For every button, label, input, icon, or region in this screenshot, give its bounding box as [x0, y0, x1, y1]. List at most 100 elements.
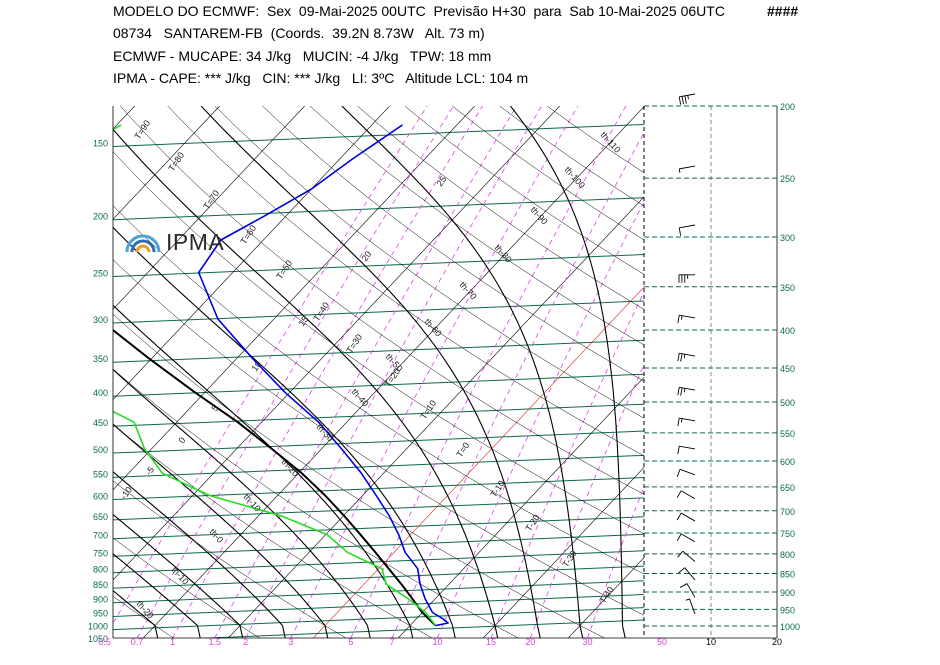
wind-level-label: 900: [780, 588, 795, 598]
wind-barb: [678, 567, 696, 581]
moist-adiabat-label: 15: [296, 314, 310, 328]
wind-level-label: 1000: [780, 622, 800, 632]
isotherm-line: [653, 106, 940, 638]
dry-adiabat-line: [167, 106, 644, 457]
wind-barb-staff: [686, 583, 696, 598]
wind-barb-flag: [680, 418, 683, 423]
dry-adiabat-line: [113, 537, 260, 638]
wind-axis-tick-label: 10: [706, 637, 716, 647]
wind-barb-flag: [681, 96, 684, 105]
wind-barb-flag: [677, 353, 680, 362]
isobar-line: [113, 403, 644, 427]
wind-barb-flag: [678, 227, 682, 236]
dry-adiabat-line: [113, 480, 347, 638]
wind-barb-flag: [680, 387, 683, 396]
mixing-ratio-tick-label: 50: [657, 637, 667, 647]
isobar-line: [113, 197, 644, 221]
pressure-tick-label: 200: [93, 212, 108, 222]
station-info: 08734 SANTAREM-FB (Coords. 39.2N 8.73W A…: [113, 25, 485, 41]
dry-adiabat-label: th-0: [208, 527, 226, 545]
dry-adiabat-line: [404, 106, 644, 275]
wind-level-label: 550: [780, 429, 795, 439]
moist-adiabat-label: 0: [176, 435, 187, 445]
mixing-ratio-tick-label: 30: [583, 637, 593, 647]
wind-barb-flag: [676, 512, 682, 521]
chart-title: MODELO DO ECMWF: Sex 09-Mai-2025 00UTC P…: [113, 3, 725, 19]
mixing-ratio-line: [245, 106, 542, 638]
mixing-ratio-tick-label: 1.5: [208, 637, 221, 647]
parcel-curve: [113, 328, 437, 627]
dry-adiabat-line: [452, 106, 644, 241]
moist-adiabat-line: [509, 106, 624, 626]
wind-barb: [679, 583, 696, 598]
dry-adiabat-label: th-70: [458, 280, 479, 302]
moist-adiabat-label: 20: [640, 99, 654, 113]
wind-barb-staff: [679, 224, 696, 229]
wind-barb-staff: [684, 567, 696, 581]
mixing-ratio-tick-label: 5: [348, 637, 353, 647]
dry-adiabat-label: th-10: [170, 565, 191, 587]
isotherm-line: [398, 376, 644, 638]
isotherm-line: [143, 106, 644, 638]
isotherm-label: T=10: [418, 398, 438, 421]
moist-adiabat-line: [113, 513, 241, 626]
isotherm-label: T-20: [523, 513, 541, 534]
wind-barb-staff: [689, 598, 696, 615]
dry-adiabat-line: [113, 259, 644, 616]
isotherm-line: [113, 106, 475, 491]
wind-barb: [677, 352, 696, 362]
mixing-ratio-line: [136, 106, 454, 638]
wind-barb: [677, 417, 696, 427]
wind-barb: [677, 550, 696, 562]
isotherm-line: [568, 557, 644, 638]
pressure-tick-label: 400: [93, 388, 108, 398]
dry-adiabat-line: [214, 106, 644, 419]
wind-barb-flag: [680, 353, 683, 362]
moist-adiabat-line: [113, 304, 411, 626]
wind-barb-staff: [682, 550, 696, 562]
pressure-tick-label: 700: [93, 531, 108, 541]
moist-adiabat-line: [113, 226, 454, 626]
wind-level-label: 450: [780, 364, 795, 374]
plot-area: T=90T=80T=70T=60T=50T=40T=30T=20T=10T=0T…: [0, 99, 940, 638]
isobar-line: [113, 550, 644, 574]
wind-barb-flag: [679, 583, 688, 588]
moist-adiabat-line: [366, 625, 371, 638]
moist-adiabat-line: [113, 589, 156, 627]
wind-level-label: 300: [780, 233, 795, 243]
moist-adiabat-line: [113, 553, 198, 627]
isotherm-line: [738, 106, 940, 638]
wind-barb-flag: [677, 315, 680, 324]
mixing-ratio-line: [172, 106, 483, 638]
pressure-tick-label: 300: [93, 315, 108, 325]
mixing-ratio-line: [391, 131, 644, 638]
isobar-line: [113, 607, 644, 631]
isobar-line: [113, 430, 644, 454]
isobar-line: [113, 516, 644, 540]
wind-barb-staff: [679, 165, 696, 170]
isobar-line: [113, 594, 644, 618]
temperature-profile: [197, 124, 449, 627]
isotherm-line: [0, 106, 50, 638]
header-mark: ####: [767, 3, 799, 19]
dry-adiabat-line: [113, 368, 519, 638]
wind-barb: [676, 468, 696, 478]
moist-adiabat-line: [154, 625, 159, 638]
moist-adiabat-label: 5: [209, 403, 220, 413]
isotherm-label: T=40: [311, 300, 331, 323]
pressure-tick-label: 850: [93, 580, 108, 590]
pressure-tick-label: 650: [93, 512, 108, 522]
pressure-tick-label: 900: [93, 595, 108, 605]
wind-barb: [676, 512, 696, 522]
isobar-line: [113, 497, 644, 521]
wind-barb: [677, 445, 696, 455]
isotherm-label: T-30: [560, 549, 578, 570]
pressure-tick-label: 450: [93, 418, 108, 428]
mixing-ratio-tick-label: 2: [243, 637, 248, 647]
dry-adiabat-label: th-100: [563, 165, 588, 191]
mixing-ratio-line: [662, 106, 870, 638]
pressure-tick-label: 350: [93, 354, 108, 364]
wind-barb-staff: [680, 512, 696, 522]
pressure-tick-label: 750: [93, 548, 108, 558]
moist-adiabat-line: [113, 128, 496, 626]
